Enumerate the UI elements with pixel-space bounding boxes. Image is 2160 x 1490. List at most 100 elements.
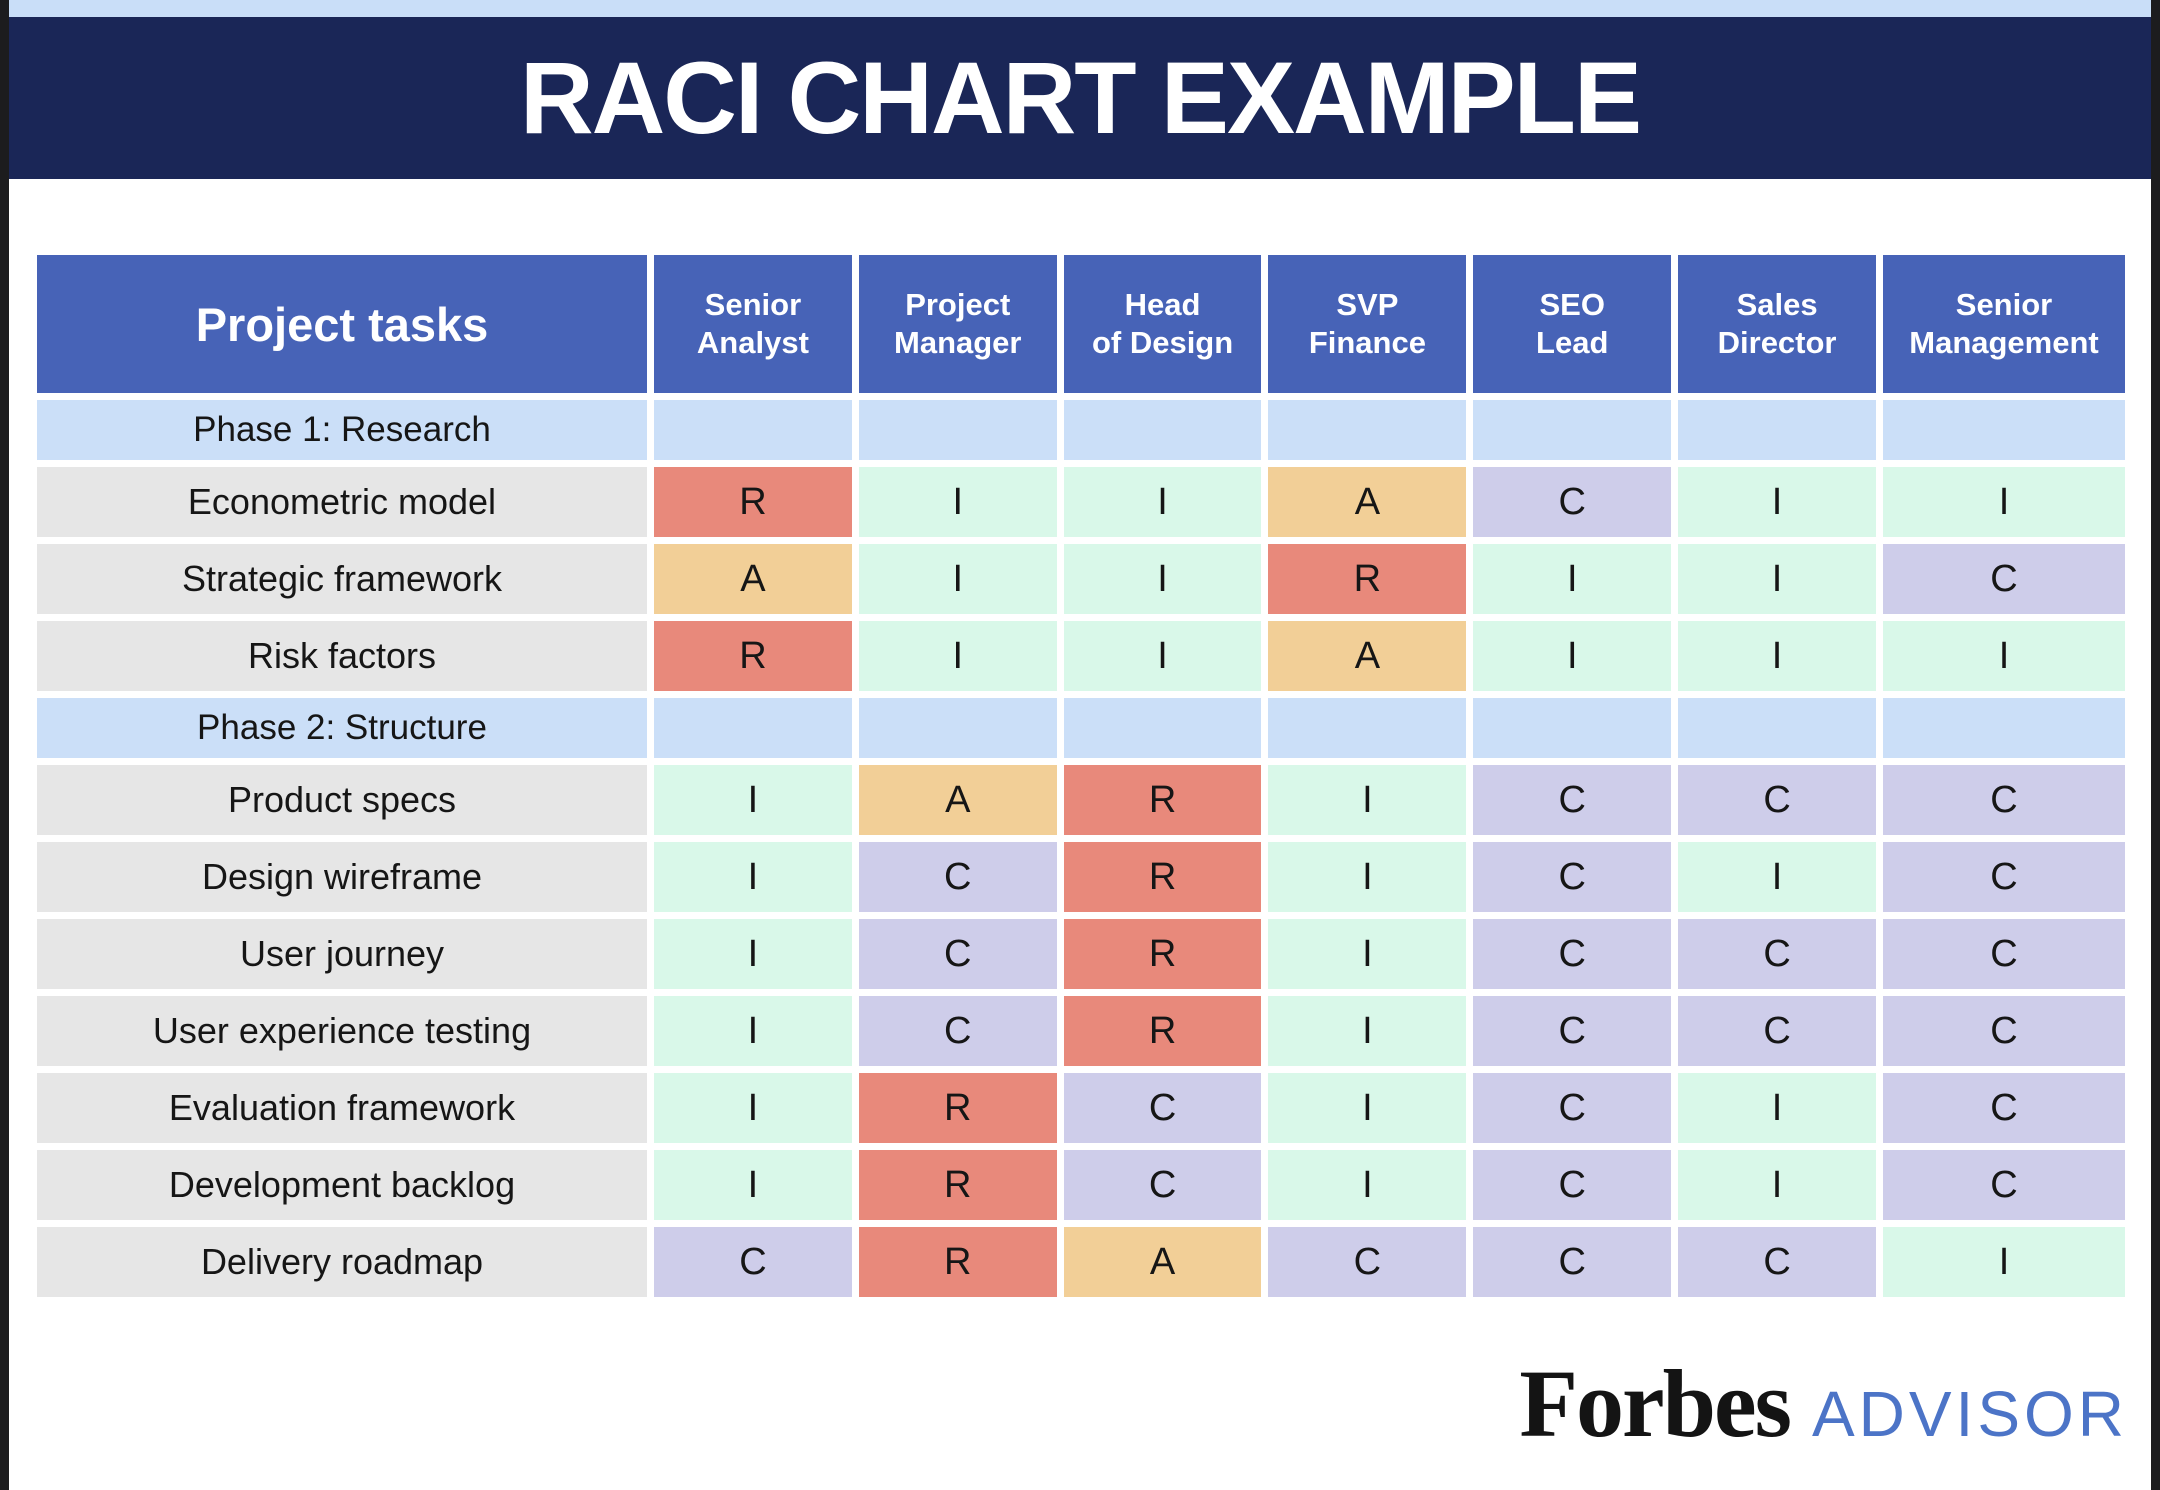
task-label: Evaluation framework: [37, 1073, 647, 1143]
phase-empty-cell: [1063, 698, 1262, 758]
raci-cell-I: I: [1063, 544, 1262, 614]
raci-cell-I: I: [1063, 621, 1262, 691]
phase-empty-cell: [1678, 400, 1876, 460]
task-row: Econometric model R I I A C I I: [37, 467, 2125, 537]
raci-cell-C: C: [1063, 1073, 1262, 1143]
raci-cell-A: A: [654, 544, 852, 614]
raci-cell-C: C: [1678, 1227, 1876, 1297]
task-label: Econometric model: [37, 467, 647, 537]
raci-cell-C: C: [1473, 1227, 1672, 1297]
raci-cell-C: C: [1883, 765, 2125, 835]
raci-cell-C: C: [1473, 919, 1672, 989]
raci-cell-I: I: [1883, 621, 2125, 691]
task-label: Development backlog: [37, 1150, 647, 1220]
task-row: User experience testing I C R I C C C: [37, 996, 2125, 1066]
raci-cell-C: C: [1678, 919, 1876, 989]
raci-cell-R: R: [1063, 919, 1262, 989]
raci-cell-I: I: [1678, 544, 1876, 614]
raci-cell-C: C: [1473, 467, 1672, 537]
raci-cell-C: C: [1473, 996, 1672, 1066]
raci-cell-C: C: [1883, 544, 2125, 614]
phase-empty-cell: [1883, 400, 2125, 460]
role-header: Senior Analyst: [654, 255, 852, 393]
raci-cell-R: R: [858, 1227, 1057, 1297]
role-header: SVP Finance: [1268, 255, 1467, 393]
phase-empty-cell: [654, 400, 852, 460]
raci-cell-C: C: [858, 842, 1057, 912]
raci-cell-R: R: [654, 621, 852, 691]
header-row: Project tasks Senior Analyst Project Manage…: [37, 255, 2125, 393]
task-label: Delivery roadmap: [37, 1227, 647, 1297]
raci-cell-I: I: [654, 996, 852, 1066]
raci-cell-I: I: [1678, 467, 1876, 537]
raci-cell-A: A: [1268, 621, 1467, 691]
raci-cell-R: R: [1063, 996, 1262, 1066]
role-header: Sales Director: [1678, 255, 1876, 393]
raci-cell-C: C: [858, 919, 1057, 989]
role-header: Head of Design: [1063, 255, 1262, 393]
raci-cell-I: I: [1268, 842, 1467, 912]
raci-cell-I: I: [654, 1073, 852, 1143]
role-header: SEO Lead: [1473, 255, 1672, 393]
raci-cell-R: R: [1063, 765, 1262, 835]
advisor-wordmark: ADVISOR: [1811, 1378, 2128, 1450]
phase-empty-cell: [654, 698, 852, 758]
raci-cell-I: I: [1268, 1073, 1467, 1143]
raci-cell-C: C: [1268, 1227, 1467, 1297]
title-band: RACI CHART EXAMPLE: [9, 17, 2151, 179]
phase-empty-cell: [1473, 698, 1672, 758]
raci-cell-I: I: [858, 544, 1057, 614]
role-header: Project Manager: [858, 255, 1057, 393]
task-row: Risk factors R I I A I I I: [37, 621, 2125, 691]
task-row: Delivery roadmap C R A C C C I: [37, 1227, 2125, 1297]
raci-cell-C: C: [1678, 996, 1876, 1066]
raci-cell-I: I: [654, 919, 852, 989]
raci-cell-C: C: [1883, 1150, 2125, 1220]
raci-cell-I: I: [1063, 467, 1262, 537]
raci-cell-C: C: [1883, 996, 2125, 1066]
raci-cell-C: C: [1883, 919, 2125, 989]
task-row: User journey I C R I C C C: [37, 919, 2125, 989]
task-row: Evaluation framework I R C I C I C: [37, 1073, 2125, 1143]
task-label: Risk factors: [37, 621, 647, 691]
raci-cell-C: C: [1883, 1073, 2125, 1143]
phase-label: Phase 2: Structure: [37, 698, 647, 758]
raci-cell-C: C: [1473, 765, 1672, 835]
raci-cell-I: I: [1268, 996, 1467, 1066]
raci-cell-I: I: [654, 765, 852, 835]
raci-cell-C: C: [1473, 1073, 1672, 1143]
raci-cell-I: I: [1268, 1150, 1467, 1220]
phase-empty-cell: [1883, 698, 2125, 758]
task-label: User experience testing: [37, 996, 647, 1066]
task-label: Strategic framework: [37, 544, 647, 614]
raci-cell-I: I: [1678, 1073, 1876, 1143]
raci-cell-R: R: [1268, 544, 1467, 614]
raci-table-body: Phase 1: Research Econometric model R I I A C I…: [37, 400, 2125, 1297]
left-frame-edge: [0, 0, 9, 1490]
task-row: Development backlog I R C I C I C: [37, 1150, 2125, 1220]
raci-cell-C: C: [1063, 1150, 1262, 1220]
page-title: RACI CHART EXAMPLE: [519, 40, 1642, 155]
role-header: Senior Management: [1883, 255, 2125, 393]
raci-cell-R: R: [1063, 842, 1262, 912]
raci-cell-I: I: [1473, 544, 1672, 614]
phase-label: Phase 1: Research: [37, 400, 647, 460]
brand-logo: Forbes ADVISOR: [1519, 1356, 2128, 1452]
project-tasks-header: Project tasks: [37, 255, 647, 393]
raci-cell-I: I: [1678, 1150, 1876, 1220]
task-row: Strategic framework A I I R I I C: [37, 544, 2125, 614]
phase-empty-cell: [858, 698, 1057, 758]
raci-cell-A: A: [1268, 467, 1467, 537]
phase-empty-cell: [1268, 698, 1467, 758]
raci-cell-I: I: [1678, 842, 1876, 912]
raci-cell-I: I: [1883, 1227, 2125, 1297]
raci-cell-C: C: [1473, 842, 1672, 912]
top-accent-strip: [9, 0, 2151, 17]
task-label: Design wireframe: [37, 842, 647, 912]
right-frame-edge: [2151, 0, 2160, 1490]
task-label: User journey: [37, 919, 647, 989]
raci-cell-C: C: [1883, 842, 2125, 912]
raci-cell-C: C: [1473, 1150, 1672, 1220]
raci-cell-R: R: [654, 467, 852, 537]
